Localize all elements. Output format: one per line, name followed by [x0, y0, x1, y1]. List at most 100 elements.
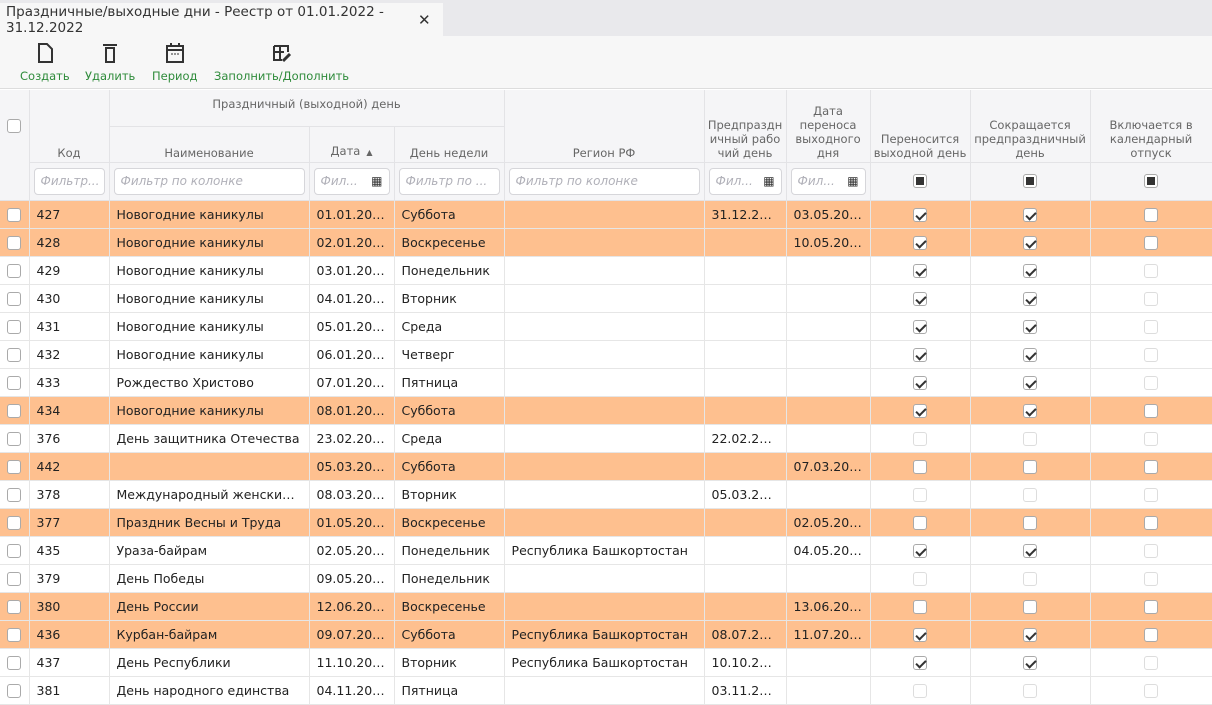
table-row[interactable]: 429 Новогодние каникулы 03.01.2022 Понедель…: [0, 256, 1212, 285]
delete-button[interactable]: Удалить: [85, 42, 135, 83]
row-select-checkbox[interactable]: [7, 459, 22, 474]
header-code[interactable]: Код: [29, 90, 110, 163]
row-select-checkbox[interactable]: [7, 683, 22, 698]
row-select-checkbox[interactable]: [7, 403, 22, 418]
row-select-checkbox[interactable]: [7, 515, 22, 530]
header-vacation[interactable]: Включается в календарный отпуск: [1090, 90, 1212, 163]
vacation-checkbox[interactable]: [1144, 291, 1159, 306]
shortened-checkbox[interactable]: [1023, 571, 1038, 586]
calendar-icon[interactable]: ▦: [847, 174, 859, 188]
row-select-checkbox[interactable]: [7, 291, 22, 306]
select-all-checkbox[interactable]: [7, 118, 22, 133]
shortened-checkbox[interactable]: [1023, 683, 1038, 698]
moves-checkbox[interactable]: [913, 487, 928, 502]
row-select-checkbox[interactable]: [7, 263, 22, 278]
moves-checkbox[interactable]: [913, 291, 928, 306]
calendar-icon[interactable]: ▦: [763, 174, 775, 188]
shortened-checkbox[interactable]: [1023, 319, 1038, 334]
period-button[interactable]: Период: [152, 42, 197, 83]
vacation-checkbox[interactable]: [1144, 683, 1159, 698]
moves-checkbox[interactable]: [913, 599, 928, 614]
shortened-checkbox[interactable]: [1023, 403, 1038, 418]
fill-button[interactable]: Заполнить/Дополнить: [214, 42, 349, 83]
row-select-checkbox[interactable]: [7, 375, 22, 390]
shortened-checkbox[interactable]: [1023, 207, 1038, 222]
shortened-checkbox[interactable]: [1023, 543, 1038, 558]
header-moves[interactable]: Переносится выходной день: [870, 90, 971, 163]
row-select-checkbox[interactable]: [7, 543, 22, 558]
filter-region[interactable]: Фильтр по колонке: [508, 167, 700, 195]
moves-checkbox[interactable]: [913, 375, 928, 390]
table-row[interactable]: 434 Новогодние каникулы 08.01.2022 Суббота: [0, 396, 1212, 425]
table-row[interactable]: 381 День народного единства 04.11.2022 Пятн…: [0, 676, 1212, 705]
shortened-checkbox[interactable]: [1023, 515, 1038, 530]
shortened-checkbox[interactable]: [1023, 459, 1038, 474]
header-preholiday[interactable]: Предпраздничный рабочий день: [704, 90, 787, 163]
row-select-checkbox[interactable]: [7, 235, 22, 250]
vacation-checkbox[interactable]: [1144, 543, 1159, 558]
table-row[interactable]: 378 Международный женский ... 08.03.2022 Вт…: [0, 480, 1212, 509]
table-row[interactable]: 432 Новогодние каникулы 06.01.2022 Четверг: [0, 340, 1212, 369]
filter-vacation-checkbox[interactable]: [1144, 174, 1159, 189]
vacation-checkbox[interactable]: [1144, 459, 1159, 474]
filter-moves-checkbox[interactable]: [913, 174, 928, 189]
table-row[interactable]: 437 День Республики 11.10.2022 Вторник Респу…: [0, 648, 1212, 677]
filter-code[interactable]: Фильтр...: [33, 167, 105, 195]
filter-weekday[interactable]: Фильтр по ...: [398, 167, 500, 195]
row-select-checkbox[interactable]: [7, 431, 22, 446]
vacation-checkbox[interactable]: [1144, 403, 1159, 418]
row-select-checkbox[interactable]: [7, 347, 22, 362]
shortened-checkbox[interactable]: [1023, 655, 1038, 670]
moves-checkbox[interactable]: [913, 403, 928, 418]
vacation-checkbox[interactable]: [1144, 235, 1159, 250]
moves-checkbox[interactable]: [913, 543, 928, 558]
table-row[interactable]: 377 Праздник Весны и Труда 01.05.2022 Воскр…: [0, 508, 1212, 537]
shortened-checkbox[interactable]: [1023, 235, 1038, 250]
table-row[interactable]: 430 Новогодние каникулы 04.01.2022 Вторник: [0, 284, 1212, 313]
row-select-checkbox[interactable]: [7, 487, 22, 502]
vacation-checkbox[interactable]: [1144, 487, 1159, 502]
filter-shortened-checkbox[interactable]: [1023, 174, 1038, 189]
row-select-checkbox[interactable]: [7, 627, 22, 642]
table-row[interactable]: 435 Ураза-байрам 02.05.2022 Понедельник Респ…: [0, 536, 1212, 565]
moves-checkbox[interactable]: [913, 515, 928, 530]
shortened-checkbox[interactable]: [1023, 291, 1038, 306]
filter-date[interactable]: Фил... ▦: [313, 167, 390, 195]
moves-checkbox[interactable]: [913, 683, 928, 698]
row-select-checkbox[interactable]: [7, 571, 22, 586]
table-row[interactable]: 433 Рождество Христово 07.01.2022 Пятница: [0, 368, 1212, 397]
vacation-checkbox[interactable]: [1144, 347, 1159, 362]
vacation-checkbox[interactable]: [1144, 571, 1159, 586]
moves-checkbox[interactable]: [913, 655, 928, 670]
table-row[interactable]: 442 05.03.2022 Суббота 07.03.2022: [0, 452, 1212, 481]
table-row[interactable]: 379 День Победы 09.05.2022 Понедельник: [0, 564, 1212, 593]
table-row[interactable]: 428 Новогодние каникулы 02.01.2022 Воскресе…: [0, 228, 1212, 257]
vacation-checkbox[interactable]: [1144, 375, 1159, 390]
calendar-icon[interactable]: ▦: [371, 174, 383, 188]
shortened-checkbox[interactable]: [1023, 431, 1038, 446]
moves-checkbox[interactable]: [913, 263, 928, 278]
header-region[interactable]: Регион РФ: [504, 90, 705, 163]
moves-checkbox[interactable]: [913, 347, 928, 362]
moves-checkbox[interactable]: [913, 571, 928, 586]
vacation-checkbox[interactable]: [1144, 207, 1159, 222]
close-icon[interactable]: ✕: [418, 10, 431, 29]
row-select-checkbox[interactable]: [7, 207, 22, 222]
filter-name[interactable]: Фильтр по колонке: [113, 167, 305, 195]
header-name[interactable]: Наименование: [109, 126, 310, 163]
shortened-checkbox[interactable]: [1023, 347, 1038, 362]
header-weekday[interactable]: День недели: [394, 126, 505, 163]
row-select-checkbox[interactable]: [7, 599, 22, 614]
table-row[interactable]: 427 Новогодние каникулы 01.01.2022 Суббота 3…: [0, 200, 1212, 229]
table-row[interactable]: 376 День защитника Отечества 23.02.2022 Сре…: [0, 424, 1212, 453]
vacation-checkbox[interactable]: [1144, 627, 1159, 642]
shortened-checkbox[interactable]: [1023, 263, 1038, 278]
moves-checkbox[interactable]: [913, 319, 928, 334]
shortened-checkbox[interactable]: [1023, 599, 1038, 614]
header-date[interactable]: Дата ▲: [309, 126, 395, 163]
row-select-checkbox[interactable]: [7, 319, 22, 334]
moves-checkbox[interactable]: [913, 459, 928, 474]
header-shortened[interactable]: Сокращается предпраздничный день: [970, 90, 1091, 163]
moves-checkbox[interactable]: [913, 627, 928, 642]
vacation-checkbox[interactable]: [1144, 431, 1159, 446]
